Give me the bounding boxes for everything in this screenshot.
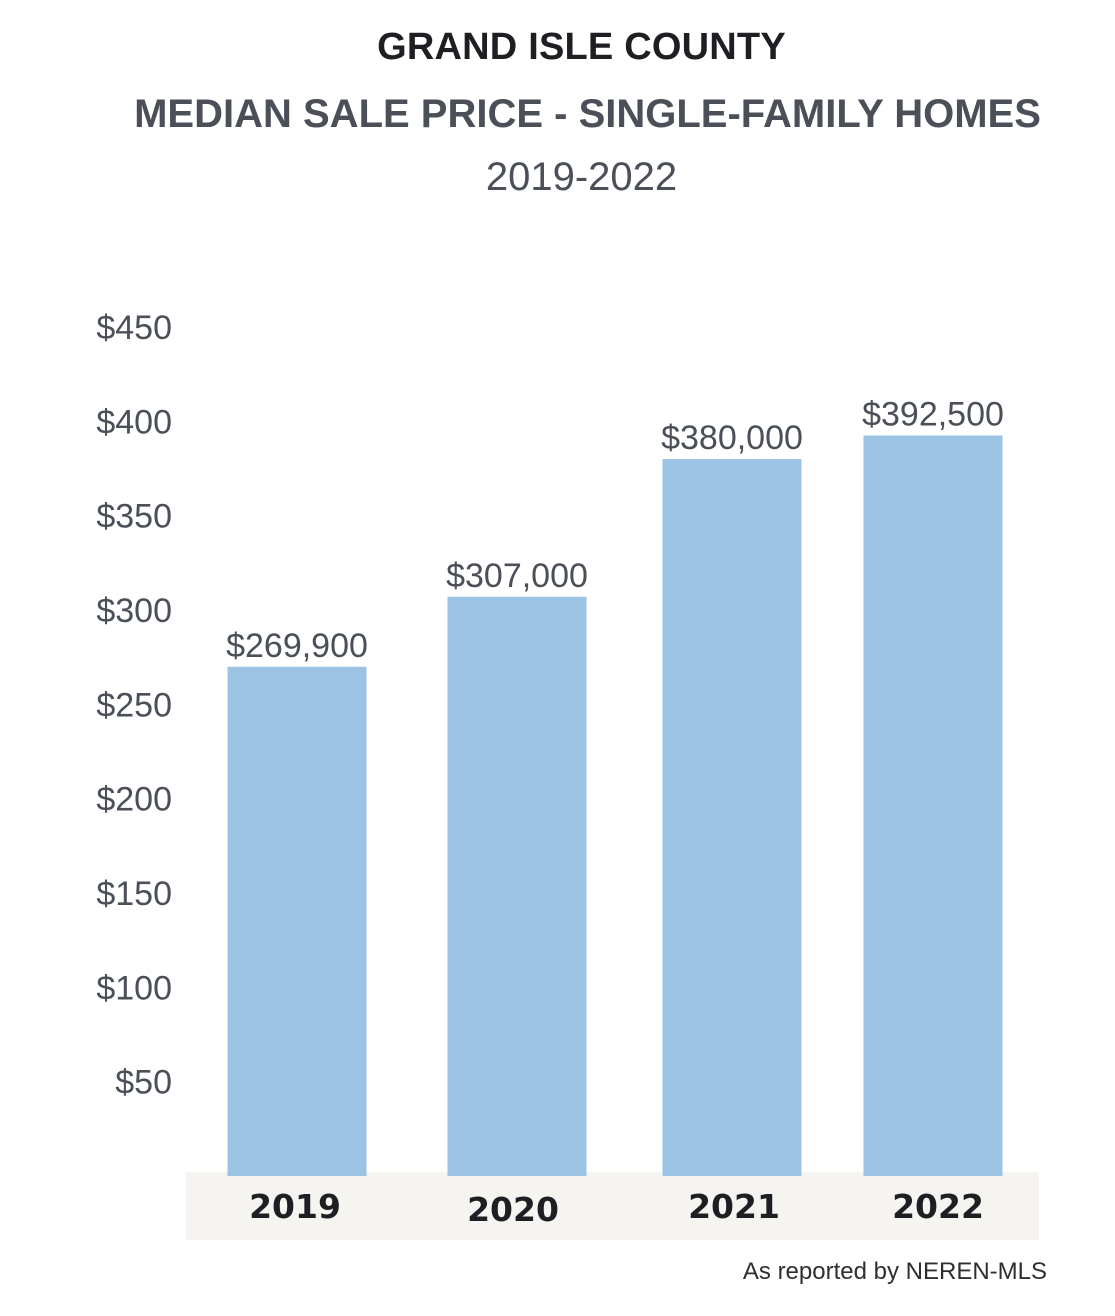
- source-note: As reported by NEREN-MLS: [742, 1258, 1047, 1285]
- bar: [863, 435, 1003, 1176]
- bar: [447, 596, 587, 1176]
- y-tick-label: $100: [96, 969, 172, 1007]
- bar: [227, 666, 367, 1176]
- x-tick-label: 2022: [892, 1187, 984, 1226]
- y-tick-label: $50: [115, 1064, 172, 1102]
- chart-subtitle: MEDIAN SALE PRICE - SINGLE-FAMILY HOMES: [134, 92, 1041, 136]
- y-tick-label: $150: [96, 875, 172, 913]
- bar-value-label: $307,000: [446, 557, 588, 595]
- x-axis-band: [186, 1172, 1039, 1240]
- y-tick-label: $450: [96, 309, 172, 347]
- x-tick-label: 2021: [688, 1187, 780, 1226]
- bar: [662, 459, 802, 1177]
- x-tick-label: 2020: [467, 1190, 559, 1229]
- y-tick-label: $250: [96, 686, 172, 724]
- y-tick-label: $350: [96, 498, 172, 536]
- y-tick-label: $300: [96, 592, 172, 630]
- chart-period: 2019-2022: [485, 155, 678, 199]
- bar-value-label: $392,500: [862, 395, 1004, 433]
- x-tick-label: 2019: [249, 1187, 341, 1226]
- bar-value-label: $269,900: [226, 627, 368, 665]
- bar-value-label: $380,000: [661, 419, 803, 457]
- y-tick-label: $400: [96, 403, 172, 441]
- chart-title: GRAND ISLE COUNTY: [377, 26, 786, 68]
- y-tick-label: $200: [96, 781, 172, 819]
